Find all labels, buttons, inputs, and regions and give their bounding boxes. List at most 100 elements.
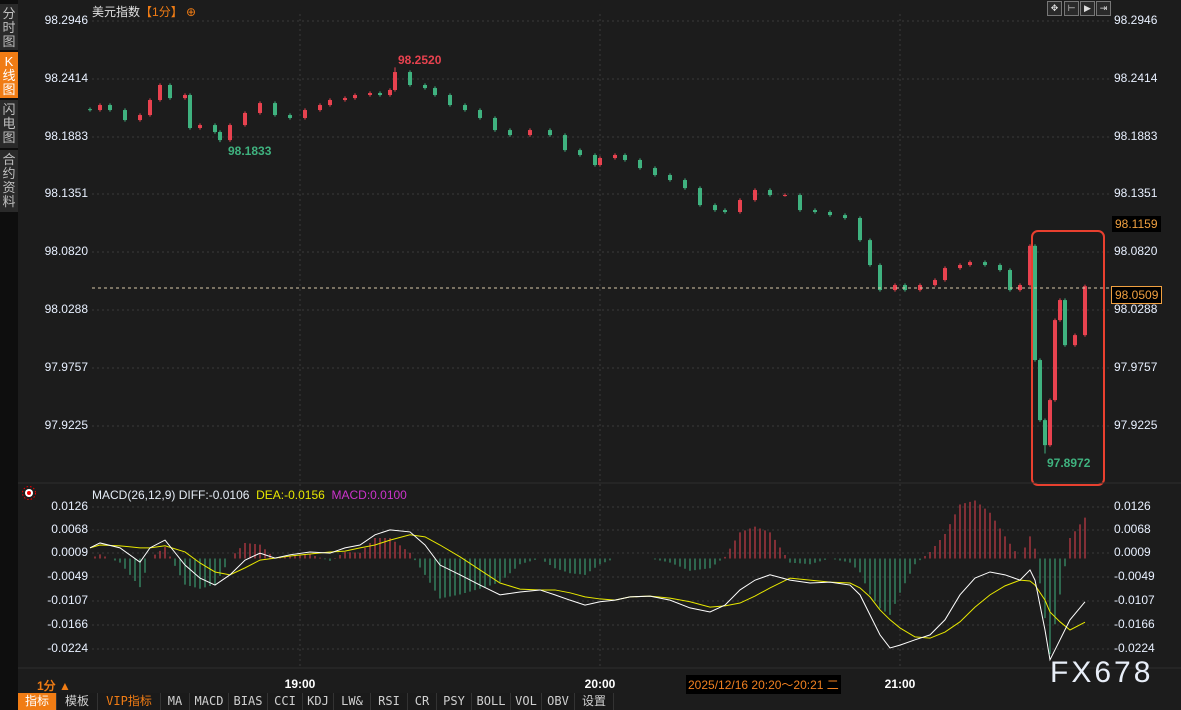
high-price-label: 98.2520 bbox=[398, 53, 442, 67]
diff-value: DIFF:-0.0106 bbox=[178, 488, 250, 502]
candle-body bbox=[1043, 420, 1047, 446]
candle-body bbox=[88, 109, 92, 111]
candle-body bbox=[508, 130, 512, 136]
toolbar-item[interactable]: VIP指标 bbox=[98, 693, 161, 710]
price-tick-left: 97.9225 bbox=[44, 418, 88, 432]
candle-body bbox=[493, 117, 497, 131]
dea-value: DEA:-0.0156 bbox=[256, 488, 325, 502]
toolbar-item[interactable]: RSI bbox=[371, 693, 408, 710]
candle-body bbox=[828, 212, 832, 216]
candle-body bbox=[653, 168, 657, 176]
macd-tick-left: -0.0049 bbox=[47, 569, 88, 583]
macd-histogram bbox=[94, 500, 1086, 655]
candle-body bbox=[958, 265, 962, 269]
candle-body bbox=[1083, 286, 1087, 336]
price-tick-left: 98.2946 bbox=[44, 13, 88, 27]
toolbar-item[interactable]: 指标 bbox=[18, 693, 57, 710]
price-tick-right: 98.0820 bbox=[1114, 244, 1158, 258]
price-tick-left: 98.0820 bbox=[44, 244, 88, 258]
macd-tick-right: -0.0224 bbox=[1114, 641, 1155, 655]
candle-body bbox=[353, 95, 357, 99]
time-tick: 20:00 bbox=[584, 677, 616, 691]
chart-title: 美元指数【1分】 ⊕ bbox=[92, 3, 196, 20]
dea-line bbox=[89, 534, 1086, 639]
price-tick-right: 98.2946 bbox=[1114, 13, 1158, 27]
candle-body bbox=[393, 72, 397, 91]
move-icon[interactable]: ✥ bbox=[1047, 1, 1062, 16]
macd-settings-icon bbox=[22, 486, 36, 500]
watermark-logo: FX678 bbox=[1050, 656, 1154, 689]
candle-body bbox=[1038, 360, 1042, 421]
toolbar-item[interactable]: VOL bbox=[511, 693, 542, 710]
candle-body bbox=[998, 265, 1002, 271]
toolbar-item[interactable]: 设置 bbox=[575, 693, 614, 710]
candle-body bbox=[813, 210, 817, 213]
candle-body bbox=[188, 95, 192, 128]
macd-tick-left: -0.0166 bbox=[47, 617, 88, 631]
candle-body bbox=[198, 125, 202, 128]
low-price-label: 98.1833 bbox=[228, 144, 272, 158]
candle-body bbox=[478, 110, 482, 118]
toolbar-item[interactable]: MACD bbox=[190, 693, 229, 710]
candle-body bbox=[983, 262, 987, 266]
time-tick: 21:00 bbox=[884, 677, 916, 691]
toolbar-item[interactable]: MA bbox=[161, 693, 190, 710]
candle-body bbox=[1008, 270, 1012, 291]
toolbar-item[interactable]: 模板 bbox=[57, 693, 98, 710]
cursor-time-range: 2025/12/16 20:20～20:21 二 bbox=[686, 675, 841, 694]
candle-body bbox=[968, 262, 972, 266]
toolbar-item[interactable]: LW& bbox=[334, 693, 371, 710]
sidebar-tab-kline[interactable]: K线图 bbox=[0, 52, 18, 98]
candle-body bbox=[798, 195, 802, 211]
sidebar-tab-contract-info[interactable]: 合约资料 bbox=[0, 150, 18, 212]
toolbar-item[interactable]: BOLL bbox=[472, 693, 511, 710]
candle-body bbox=[563, 135, 567, 151]
period-selector[interactable]: 1分 ▲ bbox=[37, 679, 71, 693]
play-icon[interactable]: ▶ bbox=[1080, 1, 1095, 16]
candle-body bbox=[423, 84, 427, 89]
toolbar-item[interactable]: OBV bbox=[542, 693, 575, 710]
candle-body bbox=[158, 84, 162, 101]
toolbar-item[interactable]: PSY bbox=[437, 693, 472, 710]
candle-body bbox=[1058, 300, 1062, 321]
indicator-toolbar: 指标 模板 VIP指标 MA MACD BIAS CCI KDJ LW& RSI CR PSY BOLL… bbox=[18, 693, 614, 710]
price-tick-left: 97.9757 bbox=[44, 360, 88, 374]
macd-tick-right: -0.0107 bbox=[1114, 593, 1155, 607]
candle-body bbox=[623, 154, 627, 160]
period-label[interactable]: 【1分】 bbox=[140, 5, 183, 19]
candle-body bbox=[243, 112, 247, 126]
candle-body bbox=[98, 105, 102, 111]
candle-body bbox=[1028, 245, 1032, 286]
macd-tick-right: 0.0126 bbox=[1114, 499, 1151, 513]
candle-body bbox=[593, 154, 597, 165]
jump-end-icon[interactable]: ⇥ bbox=[1096, 1, 1111, 16]
zoom-left-icon[interactable]: ⊢ bbox=[1064, 1, 1079, 16]
macd-lines bbox=[89, 529, 1086, 662]
macd-tick-right: -0.0049 bbox=[1114, 569, 1155, 583]
candle-body bbox=[783, 195, 787, 197]
time-tick: 19:00 bbox=[284, 677, 316, 691]
toolbar-item[interactable]: CCI bbox=[268, 693, 303, 710]
candle-body bbox=[933, 280, 937, 286]
toolbar-item[interactable]: KDJ bbox=[303, 693, 334, 710]
candle-body bbox=[868, 240, 872, 266]
crosshair-circle-icon[interactable]: ⊕ bbox=[186, 5, 197, 19]
candle-body bbox=[1033, 245, 1037, 361]
candle-body bbox=[148, 100, 152, 116]
candle-body bbox=[218, 132, 222, 141]
candle-body bbox=[578, 150, 582, 155]
candle-body bbox=[893, 285, 897, 291]
toolbar-item[interactable]: BIAS bbox=[229, 693, 268, 710]
candle-body bbox=[768, 190, 772, 196]
sidebar-tab-flash[interactable]: 闪电图 bbox=[0, 100, 18, 148]
current-price-box: 98.0509 bbox=[1111, 286, 1163, 304]
price-tick-right: 98.1883 bbox=[1114, 129, 1158, 143]
candle-body bbox=[408, 72, 412, 85]
candle-body bbox=[723, 210, 727, 213]
sidebar-tab-timeshare[interactable]: 分时图 bbox=[0, 4, 18, 50]
toolbar-item[interactable]: CR bbox=[408, 693, 437, 710]
candle-body bbox=[108, 105, 112, 111]
marker-price: 98.1159 bbox=[1112, 216, 1161, 232]
macd-legend: MACD(26,12,9) DIFF:-0.0106 DEA:-0.0156 M… bbox=[92, 488, 407, 502]
